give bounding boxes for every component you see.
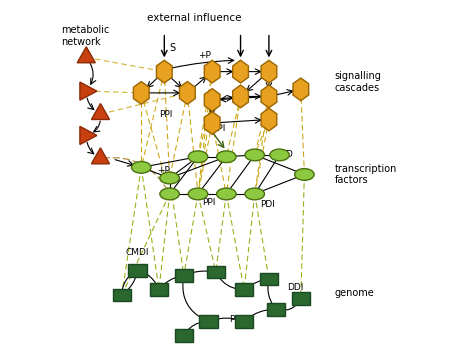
- Ellipse shape: [245, 149, 264, 161]
- Bar: [174, 329, 193, 342]
- Bar: [128, 264, 147, 277]
- Polygon shape: [180, 82, 195, 104]
- Ellipse shape: [295, 169, 314, 180]
- Polygon shape: [156, 60, 172, 83]
- Text: genome: genome: [335, 288, 374, 298]
- Polygon shape: [80, 126, 97, 145]
- Polygon shape: [261, 108, 277, 131]
- Text: PPI: PPI: [202, 198, 215, 207]
- Bar: [200, 315, 218, 328]
- Text: signalling
cascades: signalling cascades: [335, 72, 382, 93]
- Ellipse shape: [188, 188, 208, 200]
- Bar: [292, 292, 310, 305]
- Polygon shape: [204, 89, 220, 111]
- Text: DDI: DDI: [287, 283, 303, 292]
- Text: PPI: PPI: [212, 124, 226, 133]
- Bar: [260, 273, 278, 286]
- Polygon shape: [233, 85, 248, 108]
- Polygon shape: [293, 78, 309, 101]
- Text: +P: +P: [157, 166, 170, 176]
- Ellipse shape: [131, 162, 151, 173]
- Text: +P: +P: [198, 51, 211, 60]
- Bar: [207, 266, 225, 278]
- Ellipse shape: [245, 188, 264, 200]
- Text: PDI: PDI: [260, 200, 275, 209]
- Polygon shape: [204, 60, 220, 83]
- Polygon shape: [80, 82, 97, 100]
- Polygon shape: [204, 112, 220, 134]
- Polygon shape: [91, 148, 109, 164]
- Bar: [235, 283, 253, 296]
- Ellipse shape: [270, 149, 289, 161]
- Bar: [150, 283, 168, 296]
- Text: S: S: [170, 43, 176, 53]
- Polygon shape: [77, 47, 95, 63]
- Text: PDI: PDI: [229, 315, 245, 324]
- Polygon shape: [261, 60, 277, 83]
- Ellipse shape: [217, 151, 236, 163]
- Text: PPI: PPI: [159, 110, 173, 119]
- Ellipse shape: [188, 151, 208, 163]
- Polygon shape: [91, 104, 109, 120]
- Text: D: D: [285, 151, 292, 159]
- Polygon shape: [133, 82, 149, 104]
- Bar: [235, 315, 253, 328]
- Ellipse shape: [160, 172, 179, 184]
- Bar: [267, 303, 285, 315]
- Ellipse shape: [217, 188, 236, 200]
- Polygon shape: [261, 85, 277, 108]
- Bar: [174, 269, 193, 282]
- Bar: [112, 289, 131, 302]
- Text: external influence: external influence: [147, 13, 242, 23]
- Ellipse shape: [160, 188, 179, 200]
- Polygon shape: [233, 60, 248, 83]
- Text: transcription
factors: transcription factors: [335, 164, 397, 185]
- Text: CMDI: CMDI: [125, 248, 149, 257]
- Text: metabolic
network: metabolic network: [62, 25, 110, 47]
